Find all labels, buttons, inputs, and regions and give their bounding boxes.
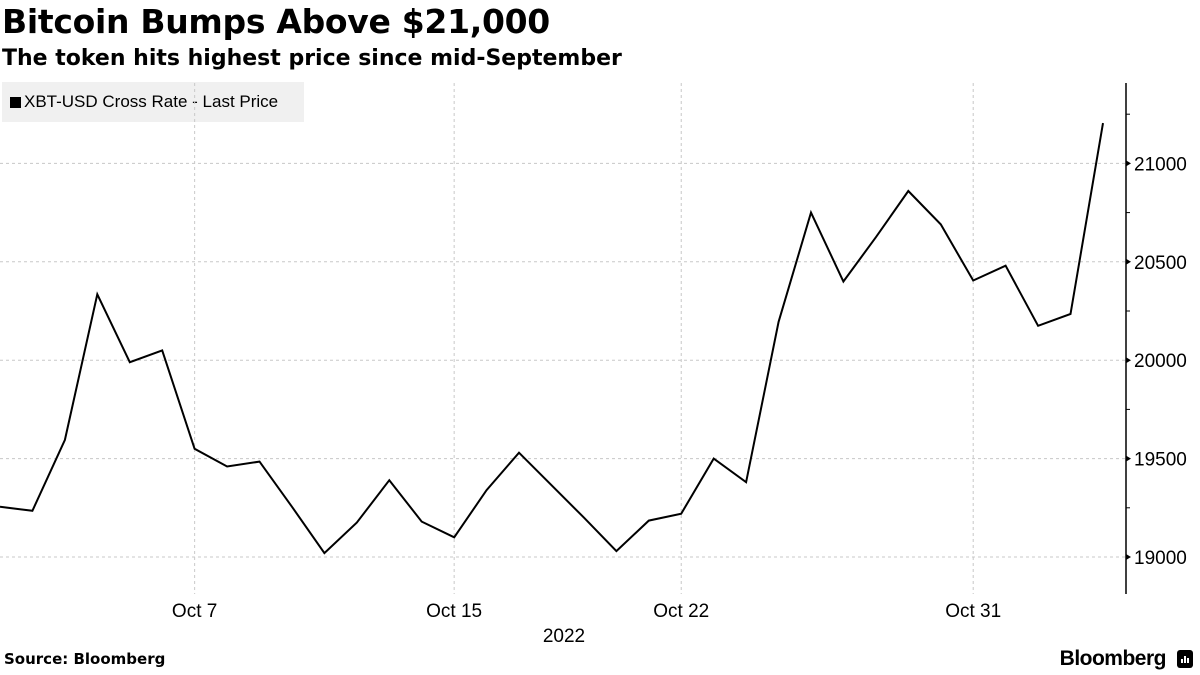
x-axis: Oct 7 Oct 15 Oct 22 Oct 31 2022 <box>172 601 1001 647</box>
y-tick-label: 19500 <box>1134 450 1187 471</box>
legend-swatch-icon <box>10 96 21 108</box>
x-tick-label: Oct 31 <box>945 601 1001 622</box>
chart-title: Bitcoin Bumps Above $21,000 <box>2 2 550 41</box>
gridlines <box>0 83 1126 594</box>
chart-subtitle: The token hits highest price since mid-S… <box>2 46 622 71</box>
bloomberg-logo: Bloomberg <box>1059 647 1167 670</box>
x-axis-year-label: 2022 <box>543 626 585 647</box>
price-line <box>0 122 1104 555</box>
y-axis: 19000 19500 20000 20500 21000 <box>1125 83 1187 594</box>
source-note: Source: Bloomberg <box>4 650 166 668</box>
y-tick-label: 20500 <box>1134 253 1187 274</box>
legend-label: XBT-USD Cross Rate - Last Price <box>24 92 279 111</box>
y-tick-label: 20000 <box>1134 351 1187 372</box>
y-tick-label: 19000 <box>1134 548 1187 569</box>
x-tick-label: Oct 7 <box>172 601 217 622</box>
y-tick-label: 21000 <box>1134 154 1187 175</box>
x-tick-label: Oct 15 <box>426 601 482 622</box>
x-tick-label: Oct 22 <box>653 601 709 622</box>
legend: XBT-USD Cross Rate - Last Price <box>2 82 304 122</box>
bloomberg-chart-icon <box>1177 650 1193 668</box>
